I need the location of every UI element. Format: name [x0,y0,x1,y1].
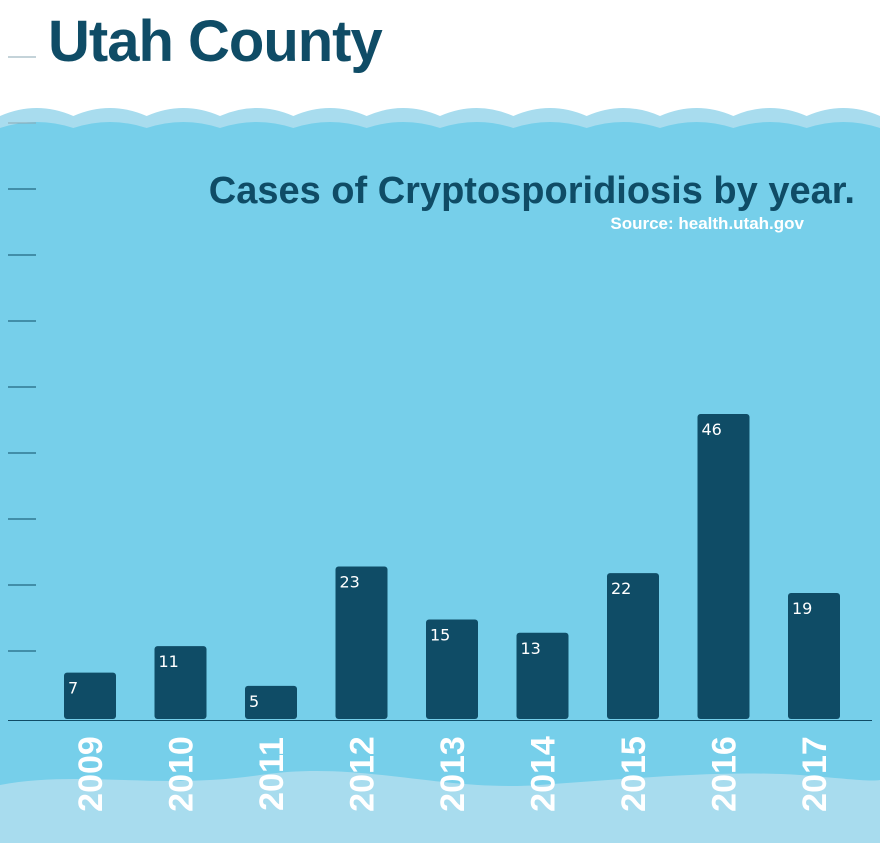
bar-value-label: 7 [68,679,78,698]
bar-2017 [788,593,840,719]
chart-title: Cases of Cryptosporidiosis by year. [209,170,855,212]
bar-value-label: 22 [611,579,631,598]
bar-value-label: 15 [430,626,450,645]
x-tick-label: 2015 [615,736,653,812]
x-tick-label: 2010 [163,736,201,812]
x-tick-label: 2016 [706,736,744,812]
bar-value-label: 11 [159,652,179,671]
bar-value-label: 19 [792,599,812,618]
bar-2015 [607,573,659,719]
bar-labels-group: 7 11 5 23 15 13 22 46 19 [68,420,812,711]
page-title: Utah County [48,9,383,74]
bar-2010 [154,646,207,719]
bar-2011 [245,685,297,719]
chart-source: Source: health.utah.gov [610,214,804,233]
bar-2012 [335,566,388,719]
wave-bottom [0,770,880,843]
bar-2009 [64,672,116,719]
x-tick-label: 2011 [253,737,291,811]
bar-2016 [697,414,750,719]
x-tick-label: 2014 [525,736,563,812]
left-decorative-ticks [8,56,36,652]
bar-2013 [426,619,478,719]
bar-2014 [516,632,569,719]
bar-value-label: 13 [521,639,541,658]
x-tick-label: 2013 [434,736,472,812]
bar-value-label: 46 [702,420,722,439]
bar-value-label: 5 [249,692,259,711]
wave-top [0,122,880,843]
x-tick-label: 2009 [72,736,110,812]
x-tick-label: 2017 [796,736,834,812]
x-tick-label: 2012 [344,736,382,812]
x-tick-labels-group: 2009 2010 2011 2012 2013 2014 2015 2016 2017 [72,736,834,812]
bars-group [64,414,840,719]
bar-value-label: 23 [340,573,360,592]
